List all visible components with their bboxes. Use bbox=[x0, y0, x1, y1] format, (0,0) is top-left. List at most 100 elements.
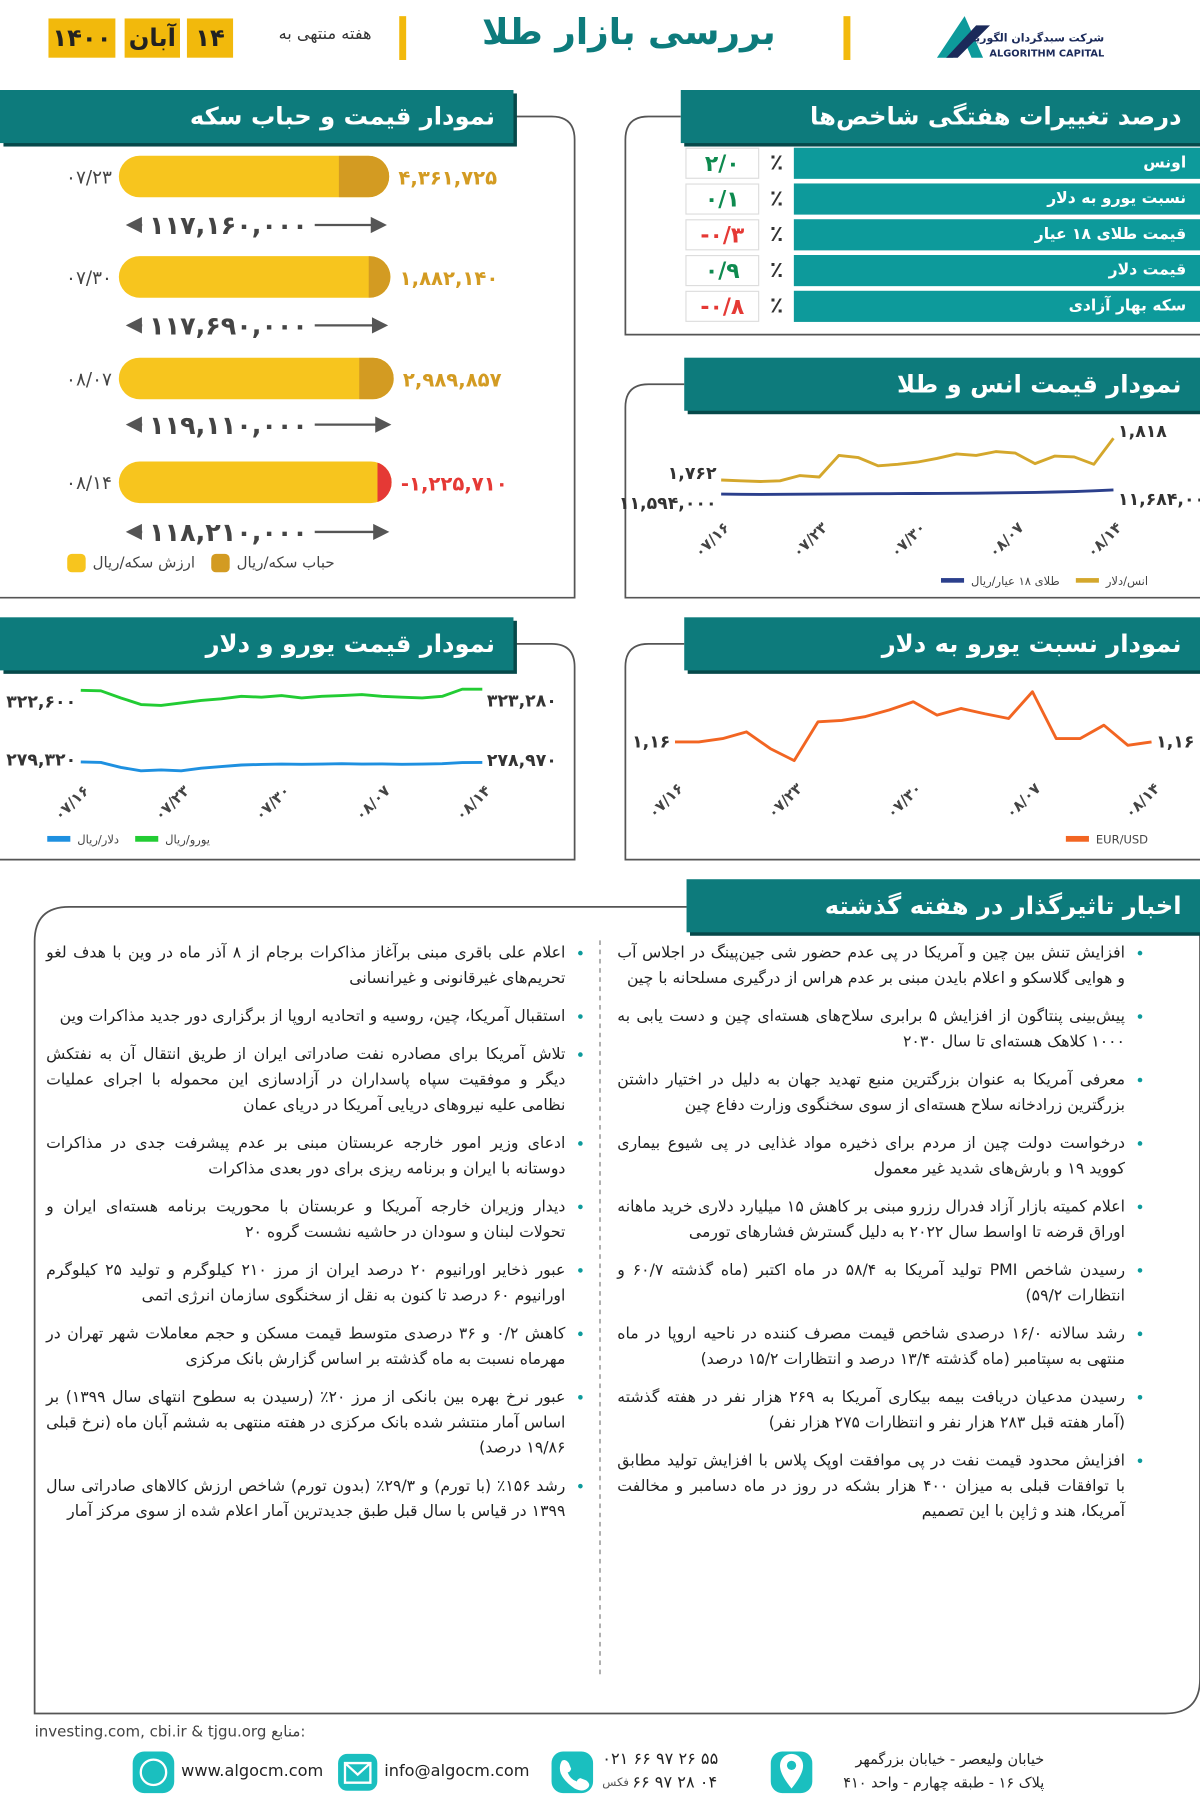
value-label: ۱۱۷,۶۹۰,۰۰۰ bbox=[149, 311, 308, 341]
bubble-label: ۴,۳۶۱,۷۲۵ bbox=[398, 167, 497, 190]
company-name: شرکت سبدگردان الگوریتم bbox=[963, 32, 1104, 45]
frame bbox=[624, 642, 1200, 861]
arrow-head bbox=[125, 216, 142, 234]
section-title: درصد تغییرات هفتگی شاخص‌ها bbox=[680, 89, 1200, 144]
bar bbox=[118, 155, 390, 198]
fax: ۶۶ ۹۷ ۲۸ ۰۴ bbox=[632, 1773, 718, 1792]
x-tick-label: ۰۸/۰۷ bbox=[352, 782, 394, 824]
company-name-en: ALGORITHM CAPITAL bbox=[989, 49, 1104, 60]
news-item: کاهش ۰/۲ و ۳۶ درصدی متوسط قیمت مسکن و حج… bbox=[46, 1321, 565, 1372]
web-icon bbox=[139, 1758, 168, 1787]
category-label: ۰۷/۲۳ bbox=[66, 167, 112, 188]
phone-icon bbox=[559, 1759, 590, 1791]
value-label: ۳۲۲,۶۰۰ bbox=[6, 693, 76, 713]
web-icon bbox=[132, 1751, 175, 1794]
legend-swatch bbox=[47, 835, 71, 842]
percent-sign: ٪ bbox=[769, 293, 784, 319]
fax-label: فکس bbox=[602, 1776, 629, 1790]
x-tick-label: ۰۸/۱۴ bbox=[452, 782, 494, 824]
legend-swatch bbox=[940, 578, 965, 583]
news-item: عبور نرخ بهره بین بانکی از مرز ۲۰٪ (رسید… bbox=[46, 1385, 565, 1461]
news-column: افزایش تنش بین چین و آمریکا در پی عدم حض… bbox=[617, 940, 1145, 1537]
x-tick-label: ۰۷/۱۶ bbox=[645, 779, 687, 821]
x-tick-label: ۰۸/۰۷ bbox=[1002, 779, 1044, 821]
section-title: نمودار قیمت و حباب سکه bbox=[0, 89, 514, 144]
category-label: ۰۸/۱۴ bbox=[66, 473, 112, 494]
index-label: قیمت طلای ۱۸ عیار bbox=[793, 219, 1200, 251]
legend-label: یورو/ریال bbox=[165, 832, 210, 847]
frame bbox=[0, 642, 576, 861]
value-label: ۱,۸۱۸ bbox=[1118, 422, 1167, 442]
date-day: ۱۴ bbox=[186, 18, 234, 58]
bubble-segment bbox=[368, 256, 391, 298]
sources-label: منابع: bbox=[271, 1723, 306, 1742]
percent-sign: ٪ bbox=[769, 257, 784, 283]
location-icon bbox=[779, 1753, 804, 1789]
logo-mark bbox=[946, 25, 990, 58]
legend-label: دلار/ریال bbox=[77, 832, 119, 847]
index-value: ۰/۹ bbox=[685, 254, 760, 287]
value-label: ۱,۷۶۲ bbox=[668, 464, 717, 484]
value-label: ۱۱۸,۲۱۰,۰۰۰ bbox=[149, 517, 308, 547]
arrow-head bbox=[125, 523, 142, 540]
arrow-head bbox=[371, 317, 389, 334]
value-label: ۱,۱۶ bbox=[1156, 733, 1194, 753]
section-title: اخبار تاثیرگذار در هفته گذشته bbox=[686, 879, 1200, 933]
index-label: سکه بهار آزادی bbox=[793, 290, 1200, 322]
percent-sign: ٪ bbox=[769, 149, 784, 176]
frames bbox=[0, 115, 1200, 1715]
line bbox=[80, 687, 483, 707]
legend-label: انس/دلار bbox=[1105, 574, 1148, 589]
sources: investing.com, cbi.ir & tjgu.org منابع: bbox=[35, 1724, 306, 1741]
x-tick-label: ۰۷/۲۳ bbox=[151, 782, 193, 824]
value-label: ۱۱,۶۸۴,۰۰۰ bbox=[1118, 490, 1200, 510]
index-value: ۰/۱ bbox=[685, 183, 760, 215]
x-tick-label: ۰۷/۳۰ bbox=[251, 782, 293, 824]
arrow-head bbox=[370, 216, 387, 234]
news-item: معرفی آمریکا به عنوان بزرگترین منبع تهدی… bbox=[617, 1067, 1125, 1118]
line bbox=[721, 437, 1115, 483]
frame bbox=[0, 115, 576, 599]
arrow-head bbox=[125, 317, 142, 334]
legend-label: EUR/USD bbox=[1096, 832, 1148, 846]
news-item: رسیدن شاخص PMI تولید آمریکا به ۵۸/۴ در م… bbox=[617, 1258, 1125, 1309]
section-title: نمودار قیمت انس و طلا bbox=[684, 357, 1200, 411]
news-item: عبور ذخایر اورانیوم ۲۰ درصد ایران از مرز… bbox=[46, 1258, 565, 1309]
line bbox=[674, 690, 1152, 763]
label-background bbox=[142, 409, 315, 440]
frame bbox=[624, 383, 1200, 599]
bar bbox=[118, 357, 394, 400]
x-tick-label: ۰۷/۲۳ bbox=[764, 779, 806, 821]
news-column: اعلام علی باقری مبنی برآغاز مذاکرات برجا… bbox=[46, 940, 586, 1537]
bubble-label: ۲,۹۸۹,۸۵۷ bbox=[403, 369, 502, 392]
category-label: ۰۸/۰۷ bbox=[66, 369, 112, 390]
percent-sign: ٪ bbox=[769, 185, 784, 212]
mail-icon bbox=[343, 1761, 372, 1784]
location-icon bbox=[786, 1760, 797, 1770]
phone: ۰۲۱ ۶۶ ۹۷ ۲۶ ۵۵ bbox=[602, 1750, 719, 1769]
value-label: ۱,۱۶ bbox=[632, 733, 670, 753]
legend-swatch bbox=[67, 553, 86, 573]
news-item: رشد سالانه ۱۶/۰ درصدی شاخص قیمت مصرف کنن… bbox=[617, 1321, 1125, 1372]
line bbox=[721, 488, 1114, 496]
index-label: قیمت دلار bbox=[793, 254, 1200, 287]
index-label: نسبت یورو به دلار bbox=[793, 183, 1200, 215]
separator bbox=[399, 16, 407, 60]
date-month: آبان bbox=[124, 18, 180, 58]
bubble-segment bbox=[359, 357, 394, 400]
bubble-segment bbox=[338, 155, 390, 198]
arrow-head bbox=[125, 416, 142, 433]
separator bbox=[843, 16, 851, 60]
news-item: اعلام کمیته بازار آزاد فدرال رزرو مبنی ب… bbox=[617, 1194, 1125, 1245]
value-label: ۲۷۸,۹۷۰ bbox=[487, 751, 557, 771]
address: پلاک ۱۶ - طبقه چهارم - واحد ۴۱۰ bbox=[843, 1773, 1045, 1791]
line bbox=[80, 760, 483, 773]
news-item: افزایش محدود قیمت نفت در پی موافقت اوپک … bbox=[617, 1448, 1125, 1524]
bar bbox=[118, 461, 392, 504]
value-label: ۱۱,۵۹۴,۰۰۰ bbox=[619, 494, 717, 514]
news-item: درخواست دولت چین از مردم برای ذخیره مواد… bbox=[617, 1131, 1125, 1182]
logo-mark bbox=[936, 16, 984, 58]
news-item: اعلام علی باقری مبنی برآغاز مذاکرات برجا… bbox=[46, 940, 565, 991]
